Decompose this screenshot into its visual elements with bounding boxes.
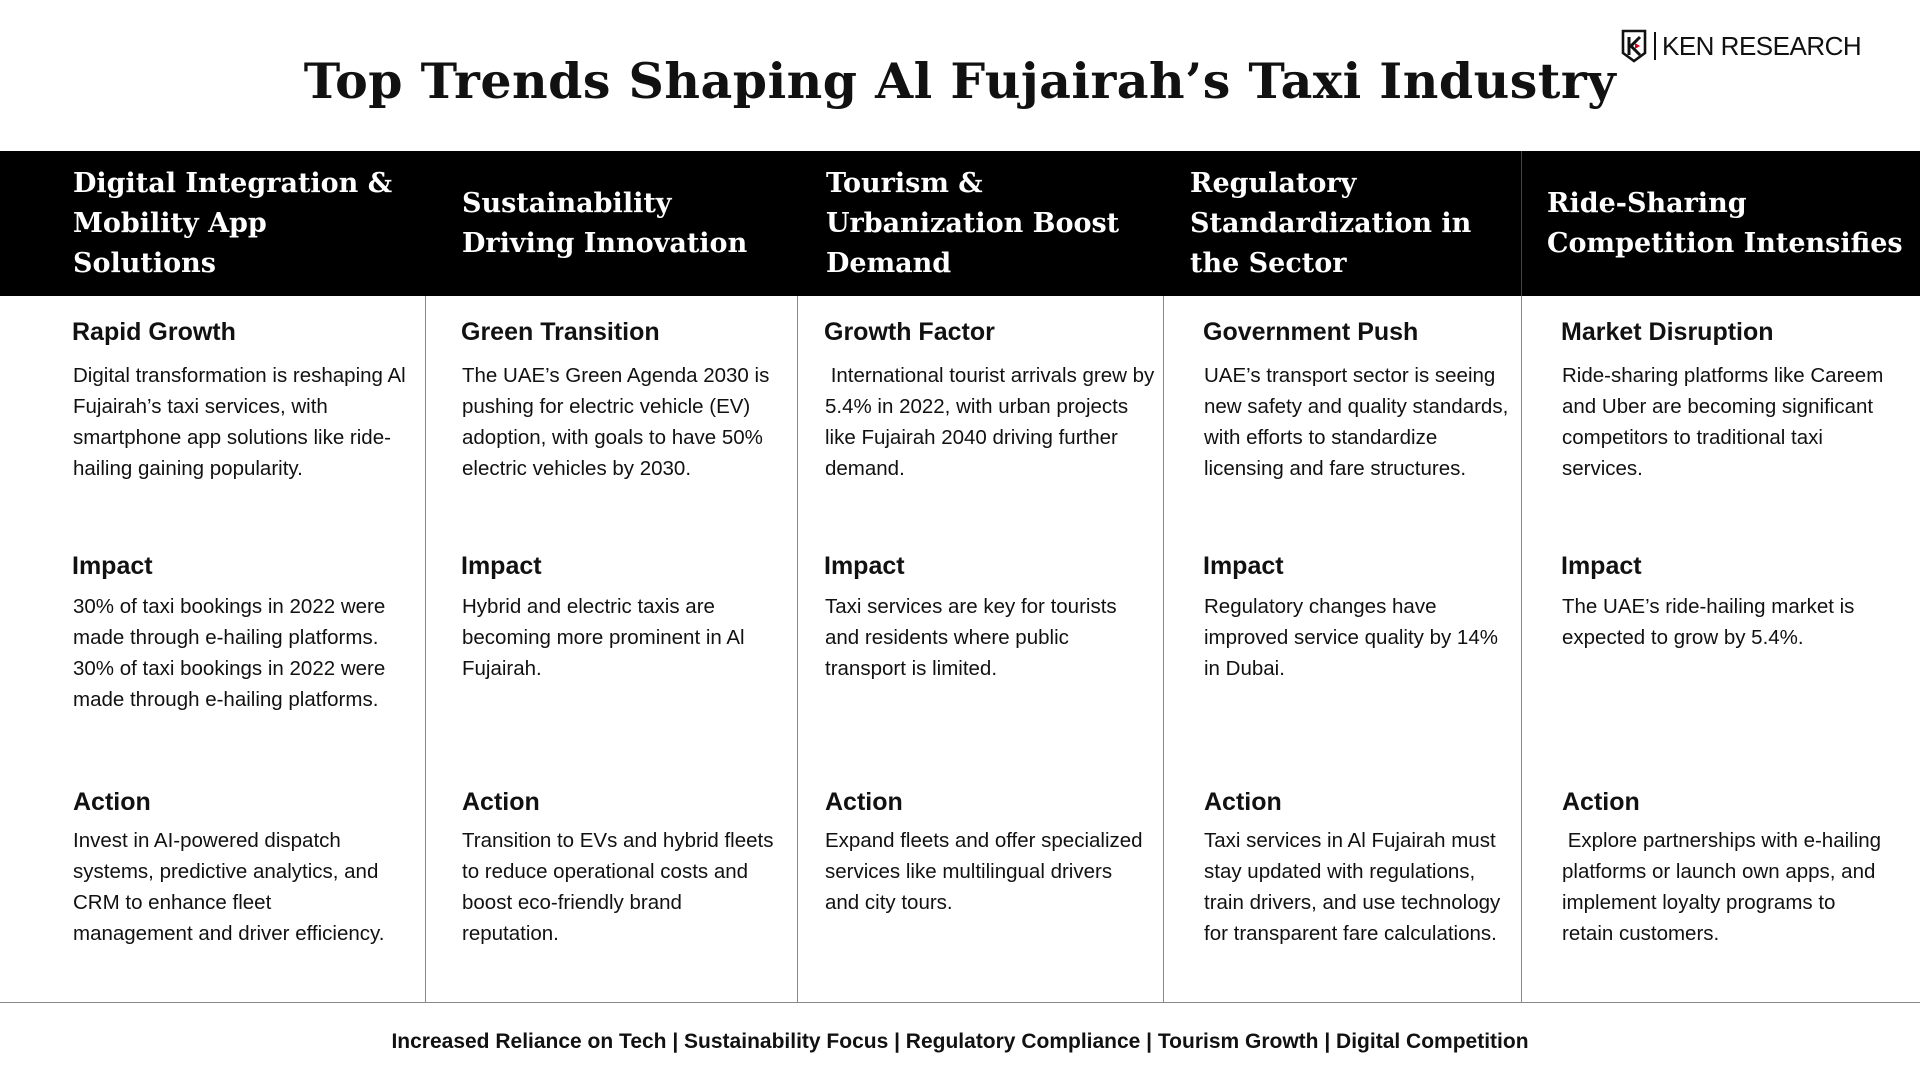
section-title: Action (462, 788, 540, 816)
column-divider (1163, 296, 1164, 1002)
section-body: Taxi services are key for tourists and r… (825, 595, 1117, 680)
trend-column-tourism: Growth Factor International tourist arri… (797, 296, 1163, 1002)
section-body: The UAE’s ride-hailing market is expecte… (1562, 595, 1855, 649)
section-body: International tourist arrivals grew by 5… (825, 364, 1160, 480)
footer-divider (0, 1002, 1920, 1003)
trend-heading-digital: Digital Integration & Mobility App Solut… (73, 167, 393, 279)
section-title: Action (1562, 788, 1640, 816)
logo-text: KEN RESEARCH (1662, 30, 1862, 61)
trend-column-digital: Rapid Growth Digital transformation is r… (0, 296, 425, 1002)
section-body: 30% of taxi bookings in 2022 were made t… (73, 595, 386, 711)
section-body: Invest in AI-powered dispatch systems, p… (73, 829, 385, 945)
section-title: Impact (824, 552, 905, 580)
section-body: Explore partnerships with e-hailing plat… (1562, 829, 1887, 945)
section-title: Green Transition (461, 318, 660, 346)
section-body: Digital transformation is reshaping Al F… (73, 364, 406, 480)
section-body: Taxi services in Al Fujairah must stay u… (1204, 829, 1501, 945)
section-title: Rapid Growth (72, 318, 236, 346)
section-body: Transition to EVs and hybrid fleets to r… (462, 829, 774, 945)
section-title: Market Disruption (1561, 318, 1774, 346)
section-title: Impact (1203, 552, 1284, 580)
ken-research-logo-icon (1621, 29, 1647, 63)
section-body: Hybrid and electric taxis are becoming m… (462, 595, 745, 680)
section-body: Regulatory changes have improved service… (1204, 595, 1498, 680)
brand-logo: KEN RESEARCH (1620, 28, 1862, 64)
column-divider (1521, 296, 1522, 1002)
column-divider (425, 296, 426, 1002)
section-body: Ride-sharing platforms like Careem and U… (1562, 364, 1884, 480)
section-title: Impact (72, 552, 153, 580)
section-title: Government Push (1203, 318, 1419, 346)
trend-heading-ride-sharing: Ride-Sharing Competition Intensifies (1547, 187, 1903, 259)
section-title: Action (825, 788, 903, 816)
section-body: Expand fleets and offer specialized serv… (825, 829, 1143, 914)
section-title: Growth Factor (824, 318, 995, 346)
trend-heading-sustainability: Sustainability Driving Innovation (462, 187, 748, 259)
column-divider (797, 296, 798, 1002)
section-title: Action (1204, 788, 1282, 816)
trend-column-regulatory: Government Push UAE’s transport sector i… (1163, 296, 1521, 1002)
trend-heading-tourism: Tourism & Urbanization Boost Demand (826, 167, 1120, 279)
section-title: Action (73, 788, 151, 816)
header-divider (1521, 151, 1522, 296)
section-body: The UAE’s Green Agenda 2030 is pushing f… (462, 364, 770, 480)
trend-heading-regulatory: Regulatory Standardization in the Sector (1190, 167, 1472, 279)
trend-header-band: Digital Integration & Mobility App Solut… (0, 151, 1920, 296)
page-title: Top Trends Shaping Al Fujairah’s Taxi In… (303, 52, 1617, 110)
section-title: Impact (1561, 552, 1642, 580)
trend-column-ride-sharing: Market Disruption Ride-sharing platforms… (1521, 296, 1920, 1002)
section-title: Impact (461, 552, 542, 580)
section-body: UAE’s transport sector is seeing new saf… (1204, 364, 1509, 480)
logo-divider (1654, 32, 1656, 60)
footer-summary: Increased Reliance on Tech | Sustainabil… (391, 1030, 1529, 1053)
trend-column-sustainability: Green Transition The UAE’s Green Agenda … (425, 296, 797, 1002)
